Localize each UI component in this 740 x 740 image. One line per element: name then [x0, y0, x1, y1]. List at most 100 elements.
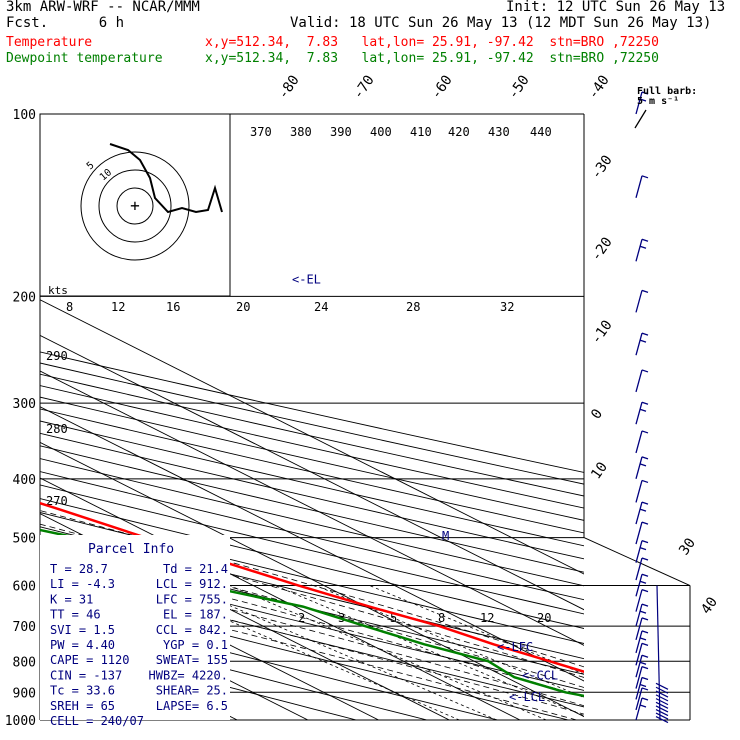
- pressure-tick-label: 100: [13, 108, 36, 123]
- isotherm-top-label: -80: [275, 72, 303, 102]
- full-barb-units: 5 m s⁻¹: [637, 96, 679, 107]
- level-label: <-EL: [292, 273, 321, 287]
- wind-barb-staff: [635, 290, 643, 313]
- wind-barb-flag: [641, 332, 649, 336]
- parcel-info-right: EL = 187.: [163, 608, 228, 622]
- wind-barb-staff: [635, 430, 643, 454]
- isotherm-side-label: 30: [676, 535, 699, 558]
- hodograph-tick-label: 28: [406, 300, 420, 314]
- wind-barb-staff: [635, 603, 643, 627]
- parcel-info-left: PW = 4.40: [50, 638, 115, 652]
- hodograph-frame: [39, 113, 231, 297]
- pressure-tick-label: 800: [13, 655, 36, 670]
- moist-adiabat-line: [40, 510, 584, 668]
- dry-adiabat-line: [40, 512, 584, 644]
- mixing-ratio-label: 5: [390, 611, 397, 625]
- theta-low-label: 290: [46, 349, 68, 363]
- wind-barb-flag: [641, 521, 649, 525]
- wind-barb-flag: [641, 540, 649, 544]
- wind-barb-staff: [635, 630, 643, 654]
- level-markers: <-EL <-LFC <-CCL <-LCL: [292, 273, 558, 704]
- mixing-ratio-label: 2: [298, 611, 305, 625]
- wind-barb-flag: [639, 704, 647, 708]
- wind-barb-flag: [641, 630, 649, 634]
- forecast-hour: Fcst. 6 h: [6, 15, 125, 31]
- parcel-info-right: SWEAT= 155: [156, 653, 228, 667]
- wind-barb-staff: [635, 540, 643, 563]
- theta-label: 430: [488, 125, 510, 139]
- wind-barb-staff: [635, 239, 643, 262]
- hodograph-ring: [80, 151, 190, 261]
- wind-barb-flag: [641, 175, 649, 179]
- hodograph-tick-label: 24: [314, 300, 328, 314]
- isotherm-side-label: 0: [588, 406, 606, 422]
- mixing-ratio-label: 12: [480, 611, 494, 625]
- wind-barb-shaft: [656, 585, 661, 721]
- parcel-info-left: SREH = 65: [50, 699, 115, 713]
- parcel-info-bg: [40, 535, 230, 720]
- hodograph-tick-label: 32: [500, 300, 514, 314]
- isotherm-top-label: -50: [505, 72, 533, 102]
- isotherm-side-label: -30: [588, 152, 616, 182]
- wind-barbs: [635, 91, 669, 724]
- wind-barb-flag: [641, 501, 649, 505]
- isotherm-line: [40, 513, 450, 720]
- wind-barb-flag: [641, 430, 649, 434]
- dewpoint-legend: Dewpoint temperature: [6, 51, 163, 66]
- hodograph-center: +: [130, 196, 140, 215]
- init-time: Init: 12 UTC Sun 26 May 13: [506, 0, 726, 15]
- isotherm-side-label: 40: [698, 594, 721, 617]
- parcel-info-left: LI = -4.3: [50, 577, 115, 591]
- wind-barb-flag: [639, 580, 647, 584]
- isotherm-side-label: -20: [588, 234, 616, 264]
- wind-barb-flag: [641, 557, 649, 561]
- parcel-info-right: LAPSE= 6.5: [156, 699, 228, 713]
- dry-adiabat-line: [40, 445, 584, 573]
- wind-barb-flag: [639, 547, 647, 551]
- parcel-info-left: T = 28.7: [50, 562, 108, 576]
- theta-label: 420: [448, 125, 470, 139]
- hodograph-tick-label: 12: [111, 300, 125, 314]
- wind-barb-flag: [641, 369, 649, 373]
- hodograph-tick-label: 16: [166, 300, 180, 314]
- theta-label: 400: [370, 125, 392, 139]
- level-label: <-CCL: [522, 669, 558, 683]
- wind-barb-staff: [635, 617, 643, 641]
- level-label: <-LFC: [497, 640, 533, 654]
- theta-label: 390: [330, 125, 352, 139]
- pressure-tick-label: 500: [13, 532, 36, 547]
- wind-barb-flag: [641, 479, 649, 484]
- pressure-labels: 100 200 300 400 500 600 700 800 900 1000: [5, 108, 36, 729]
- wind-barb-flag: [641, 589, 649, 593]
- wind-barb-staff: [635, 480, 643, 503]
- temperature-legend: Temperature: [6, 35, 93, 50]
- isotherm-line: [40, 406, 584, 682]
- full-barb-title: Full barb:: [637, 86, 697, 97]
- isotherm-top-label: -60: [428, 72, 456, 102]
- model-title: 3km ARW-WRF -- NCAR/MMM: [6, 0, 200, 15]
- dry-adiabat-line: [40, 351, 584, 473]
- wind-barb-surface: [655, 690, 669, 698]
- theta-label: 380: [290, 125, 312, 139]
- hodograph-ring: [98, 169, 172, 243]
- parcel-info-right: YGP = 0.1: [163, 638, 228, 652]
- wind-barb-staff: [635, 369, 643, 393]
- valid-time: Valid: 18 UTC Sun 26 May 13 (12 MDT Sun …: [290, 15, 712, 31]
- hodograph-ring-label: 5: [85, 160, 97, 172]
- wind-barb-surface: [655, 705, 669, 713]
- isotherm-line: [40, 441, 584, 718]
- wind-barb-flag: [639, 661, 647, 665]
- hodograph-tick-label: 20: [236, 300, 250, 314]
- wind-barb-flag: [641, 687, 649, 691]
- theta-label: 410: [410, 125, 432, 139]
- parcel-marker: M: [442, 529, 449, 543]
- parcel-info-right: Td = 21.4: [163, 562, 228, 576]
- moist-adiabat-line: [40, 523, 584, 678]
- mixing-ratio-line: [182, 585, 497, 720]
- wind-barb-surface: [655, 712, 669, 720]
- level-label: <-LCL: [509, 690, 545, 704]
- isotherm-line: [40, 299, 584, 575]
- hodograph-units: kts: [48, 284, 68, 297]
